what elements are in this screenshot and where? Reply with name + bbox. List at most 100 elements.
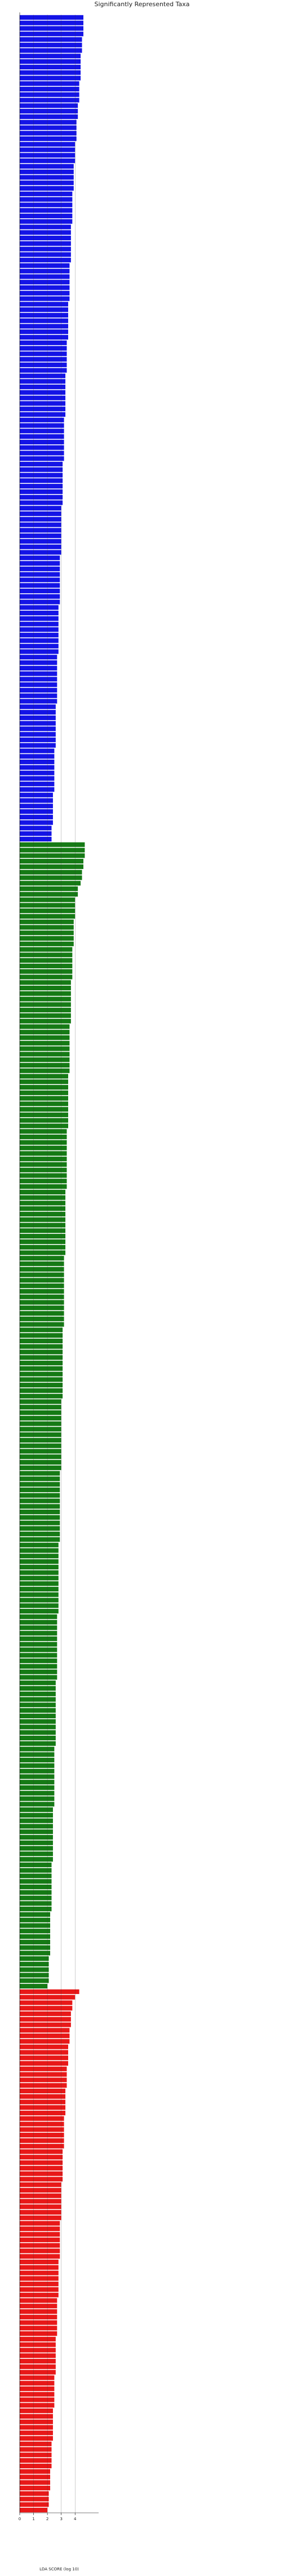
bar bbox=[20, 721, 56, 726]
bar bbox=[20, 1669, 57, 1674]
bar bbox=[20, 765, 55, 770]
bar bbox=[20, 1151, 67, 1156]
bar bbox=[20, 1278, 64, 1283]
bar bbox=[20, 870, 82, 875]
bar bbox=[20, 649, 59, 654]
bar bbox=[20, 1846, 53, 1851]
bar bbox=[20, 671, 57, 676]
bar bbox=[20, 517, 61, 522]
bar bbox=[20, 1228, 66, 1233]
bar bbox=[20, 1410, 61, 1415]
bar bbox=[20, 2282, 59, 2287]
bar bbox=[20, 37, 82, 42]
bar bbox=[20, 2309, 57, 2314]
bar bbox=[20, 180, 74, 186]
bar bbox=[20, 2403, 55, 2408]
bar bbox=[20, 2077, 67, 2083]
bar bbox=[20, 241, 71, 246]
bar bbox=[20, 1079, 68, 1084]
bar bbox=[20, 2143, 64, 2149]
bar bbox=[20, 2254, 60, 2259]
bar bbox=[20, 1625, 57, 1630]
bar bbox=[20, 1576, 59, 1581]
bar bbox=[20, 401, 66, 406]
bar bbox=[20, 1686, 56, 1691]
bar bbox=[20, 2436, 53, 2441]
bar bbox=[20, 814, 53, 819]
bar bbox=[20, 1427, 61, 1432]
bar bbox=[20, 258, 71, 263]
bar bbox=[20, 1730, 56, 1735]
bar bbox=[20, 489, 63, 495]
x-tick-label: 0 bbox=[19, 2517, 21, 2521]
bar bbox=[20, 1371, 63, 1377]
bar bbox=[20, 26, 83, 31]
bar bbox=[20, 2431, 53, 2436]
bar bbox=[20, 610, 59, 616]
bar bbox=[20, 709, 56, 715]
bar bbox=[20, 1195, 66, 1200]
bar bbox=[20, 1542, 59, 1547]
bar bbox=[20, 2061, 68, 2066]
bar bbox=[20, 627, 59, 632]
bar bbox=[20, 2287, 59, 2292]
x-tick-label: 1 bbox=[32, 2517, 34, 2521]
bar bbox=[20, 941, 74, 946]
bar bbox=[20, 1564, 59, 1569]
bar bbox=[20, 561, 60, 566]
bar bbox=[20, 2028, 70, 2033]
bar bbox=[20, 633, 59, 638]
bar bbox=[20, 2276, 59, 2281]
bar bbox=[20, 439, 64, 444]
bar bbox=[20, 484, 63, 489]
bar bbox=[20, 1305, 64, 1311]
bar bbox=[20, 1647, 57, 1652]
bar bbox=[20, 831, 52, 836]
bar bbox=[20, 1498, 60, 1503]
bar bbox=[20, 1101, 68, 1106]
bar bbox=[20, 958, 73, 963]
bar bbox=[20, 1008, 71, 1013]
bar bbox=[20, 2386, 55, 2392]
bar bbox=[20, 2121, 64, 2127]
bar bbox=[20, 748, 55, 753]
bar bbox=[20, 467, 63, 472]
bar bbox=[20, 1780, 55, 1785]
bar bbox=[20, 1581, 59, 1586]
bar bbox=[20, 1112, 68, 1118]
bar bbox=[20, 1631, 57, 1636]
bar bbox=[20, 522, 61, 527]
bar bbox=[20, 1929, 51, 1934]
bar bbox=[20, 980, 71, 985]
bar bbox=[20, 947, 73, 952]
bar bbox=[20, 1614, 57, 1619]
bar bbox=[20, 2419, 53, 2424]
bar bbox=[20, 952, 73, 958]
bar bbox=[20, 1167, 67, 1172]
bar bbox=[20, 48, 82, 53]
bar bbox=[20, 2232, 60, 2237]
bar bbox=[20, 15, 83, 20]
bar bbox=[20, 1030, 70, 1035]
bar bbox=[20, 1476, 60, 1481]
bar bbox=[20, 886, 78, 892]
bar bbox=[20, 1399, 61, 1404]
bar bbox=[20, 1907, 52, 1912]
bar bbox=[20, 1068, 70, 1073]
bar bbox=[20, 1620, 57, 1625]
bar bbox=[20, 1642, 57, 1647]
bar bbox=[20, 500, 63, 505]
bar bbox=[20, 1289, 64, 1294]
bar bbox=[20, 1548, 59, 1553]
bar bbox=[20, 456, 64, 461]
bar bbox=[20, 1917, 51, 1922]
bar bbox=[20, 2155, 63, 2160]
bar bbox=[20, 2237, 60, 2243]
bar bbox=[20, 103, 78, 108]
bar bbox=[20, 2160, 63, 2165]
bar bbox=[20, 495, 63, 500]
bar bbox=[20, 2187, 61, 2193]
bar bbox=[20, 429, 64, 434]
bar bbox=[20, 1084, 68, 1090]
bar bbox=[20, 1702, 56, 1708]
